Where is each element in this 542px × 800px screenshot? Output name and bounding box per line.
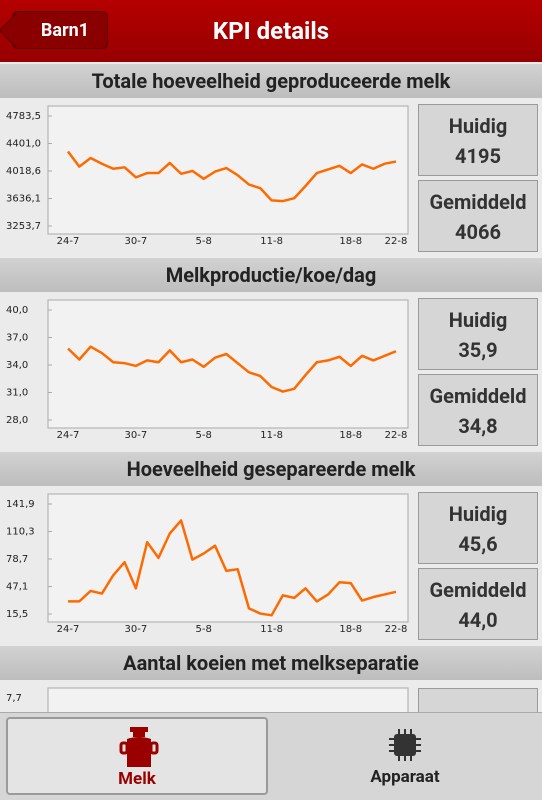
y-tick-label: 141,9 bbox=[6, 499, 35, 510]
x-tick-label: 18-8 bbox=[339, 430, 362, 441]
chart-panel: 28,0 31,0 34,0 37,0 40,0 24-7 30-7 5-8 11-8 18-8 2… bbox=[0, 294, 542, 450]
stat-label: Gemiddeld bbox=[429, 578, 527, 602]
stat-box: Gemiddeld 44,0 bbox=[418, 568, 538, 640]
stat-value: 34,8 bbox=[458, 414, 498, 438]
section-title: Totale hoeveelheid geproduceerde melk bbox=[0, 64, 542, 98]
x-tick-label: 22-8 bbox=[385, 430, 408, 441]
stat-label: Huidig bbox=[448, 308, 508, 332]
y-tick-label: 7,7 bbox=[6, 693, 22, 704]
back-button[interactable]: Barn1 bbox=[12, 11, 108, 49]
y-tick-label: 4401,0 bbox=[6, 139, 41, 150]
y-tick-label: 31,0 bbox=[6, 388, 28, 399]
line-chart: 3253,7 3636,1 4018,6 4401,0 4783,5 24-7 30-7 5-… bbox=[6, 105, 409, 247]
plot-frame bbox=[47, 493, 409, 623]
y-tick-label: 78,7 bbox=[6, 554, 28, 565]
milk-icon bbox=[119, 727, 159, 767]
x-tick-label: 5-8 bbox=[196, 624, 212, 635]
x-tick-label: 11-8 bbox=[260, 236, 283, 247]
data-line bbox=[68, 519, 397, 617]
y-tick-label: 47,1 bbox=[6, 582, 28, 593]
y-tick-label: 34,0 bbox=[6, 360, 28, 371]
chart-panel: 15,5 47,1 78,7 110,3 141,9 24-7 30-7 5-8 11-8 18-… bbox=[0, 488, 542, 644]
stat-box: Huidig 4195 bbox=[418, 104, 538, 176]
x-tick-label: 30-7 bbox=[125, 430, 148, 441]
chart-panel: 3253,7 3636,1 4018,6 4401,0 4783,5 24-7 30-7 5-… bbox=[0, 100, 542, 256]
tab-label: Melk bbox=[118, 769, 156, 789]
x-tick-label: 30-7 bbox=[125, 236, 148, 247]
stat-box: Huidig 35,9 bbox=[418, 298, 538, 370]
stat-value: 45,6 bbox=[458, 532, 498, 556]
x-tick-label: 18-8 bbox=[339, 236, 362, 247]
x-tick-label: 5-8 bbox=[196, 430, 212, 441]
stat-label: Gemiddeld bbox=[429, 190, 527, 214]
x-tick-label: 24-7 bbox=[57, 236, 80, 247]
tab-apparaat[interactable]: Apparaat bbox=[274, 717, 536, 795]
y-tick-label: 3636,1 bbox=[6, 194, 41, 205]
data-line bbox=[66, 150, 397, 203]
back-label: Barn1 bbox=[40, 20, 90, 41]
x-tick-label: 24-7 bbox=[57, 430, 80, 441]
y-tick-label: 28,0 bbox=[6, 415, 28, 426]
stat-label: Huidig bbox=[448, 502, 508, 526]
y-tick-label: 4783,5 bbox=[6, 111, 41, 122]
line-chart: 28,0 31,0 34,0 37,0 40,0 24-7 30-7 5-8 11-8 18-8 2… bbox=[6, 299, 409, 441]
y-tick-label: 15,5 bbox=[6, 609, 28, 620]
y-tick-label: 37,0 bbox=[6, 333, 28, 344]
stat-label: Huidig bbox=[448, 114, 508, 138]
x-tick-label: 11-8 bbox=[260, 430, 283, 441]
y-tick-label: 3253,7 bbox=[6, 221, 41, 232]
tab-melk[interactable]: Melk bbox=[6, 717, 268, 795]
stat-box: Gemiddeld 34,8 bbox=[418, 374, 538, 446]
section-title: Aantal koeien met melkseparatie bbox=[0, 646, 542, 680]
line-chart: 15,5 47,1 78,7 110,3 141,9 24-7 30-7 5-8 11-8 18-… bbox=[6, 493, 409, 635]
x-tick-label: 22-8 bbox=[385, 236, 408, 247]
x-tick-label: 22-8 bbox=[385, 624, 408, 635]
y-tick-label: 110,3 bbox=[6, 527, 35, 538]
stat-box: Huidig 45,6 bbox=[418, 492, 538, 564]
x-tick-label: 11-8 bbox=[260, 624, 283, 635]
x-tick-label: 5-8 bbox=[196, 236, 212, 247]
section-title: Hoeveelheid gesepareerde melk bbox=[0, 452, 542, 486]
stat-value: 4066 bbox=[455, 220, 501, 244]
bottom-nav: Melk Apparaat bbox=[0, 712, 542, 800]
section-title: Melkproductie/koe/dag bbox=[0, 258, 542, 292]
x-tick-label: 18-8 bbox=[339, 624, 362, 635]
stat-label: Gemiddeld bbox=[429, 384, 527, 408]
x-tick-label: 24-7 bbox=[57, 624, 80, 635]
tab-label: Apparaat bbox=[370, 767, 440, 787]
chip-icon bbox=[389, 729, 421, 761]
y-tick-label: 40,0 bbox=[6, 305, 28, 316]
stat-value: 35,9 bbox=[458, 338, 498, 362]
data-line bbox=[67, 345, 397, 393]
stat-value: 4195 bbox=[455, 144, 501, 168]
stat-value: 44,0 bbox=[458, 608, 498, 632]
app-bar: Barn1 KPI details bbox=[0, 0, 542, 62]
stat-box: Gemiddeld 4066 bbox=[418, 180, 538, 252]
y-tick-label: 4018,6 bbox=[6, 166, 41, 177]
x-tick-label: 30-7 bbox=[125, 624, 148, 635]
